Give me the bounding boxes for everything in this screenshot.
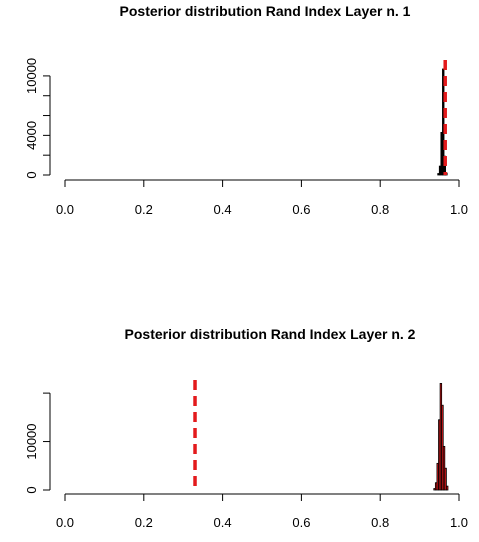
histogram-panel-layer-1: Posterior distribution Rand Index Layer … — [24, 3, 468, 217]
x-tick-label: 0.4 — [214, 515, 232, 530]
y-tick-label: 10000 — [24, 58, 39, 94]
histogram-bar — [442, 68, 445, 176]
x-tick-label: 0.4 — [214, 202, 232, 217]
x-tick-label: 0.0 — [56, 515, 74, 530]
chart-title: Posterior distribution Rand Index Layer … — [125, 326, 416, 342]
y-axis: 0 4000 10000 — [24, 58, 51, 179]
x-axis: 0.0 0.2 0.4 0.6 0.8 1.0 — [56, 493, 468, 530]
x-tick-label: 1.0 — [450, 202, 468, 217]
x-tick-label: 0.8 — [371, 515, 389, 530]
histogram-bars — [433, 383, 449, 491]
y-axis: 0 10000 — [24, 392, 51, 494]
histogram-bar — [445, 485, 449, 491]
histogram-bar — [444, 467, 447, 491]
x-tick-label: 0.2 — [135, 202, 153, 217]
histogram-panel-layer-2: Posterior distribution Rand Index Layer … — [24, 326, 468, 530]
y-tick-label: 0 — [24, 171, 39, 178]
x-tick-label: 0.0 — [56, 202, 74, 217]
x-tick-label: 0.2 — [135, 515, 153, 530]
x-tick-label: 0.6 — [292, 515, 310, 530]
x-tick-label: 1.0 — [450, 515, 468, 530]
chart-title: Posterior distribution Rand Index Layer … — [120, 3, 411, 19]
y-tick-label: 10000 — [24, 423, 39, 459]
x-tick-label: 0.6 — [292, 202, 310, 217]
x-tick-label: 0.8 — [371, 202, 389, 217]
y-tick-label: 4000 — [24, 121, 39, 150]
y-tick-label: 0 — [24, 486, 39, 493]
x-axis: 0.0 0.2 0.4 0.6 0.8 1.0 — [56, 179, 468, 217]
